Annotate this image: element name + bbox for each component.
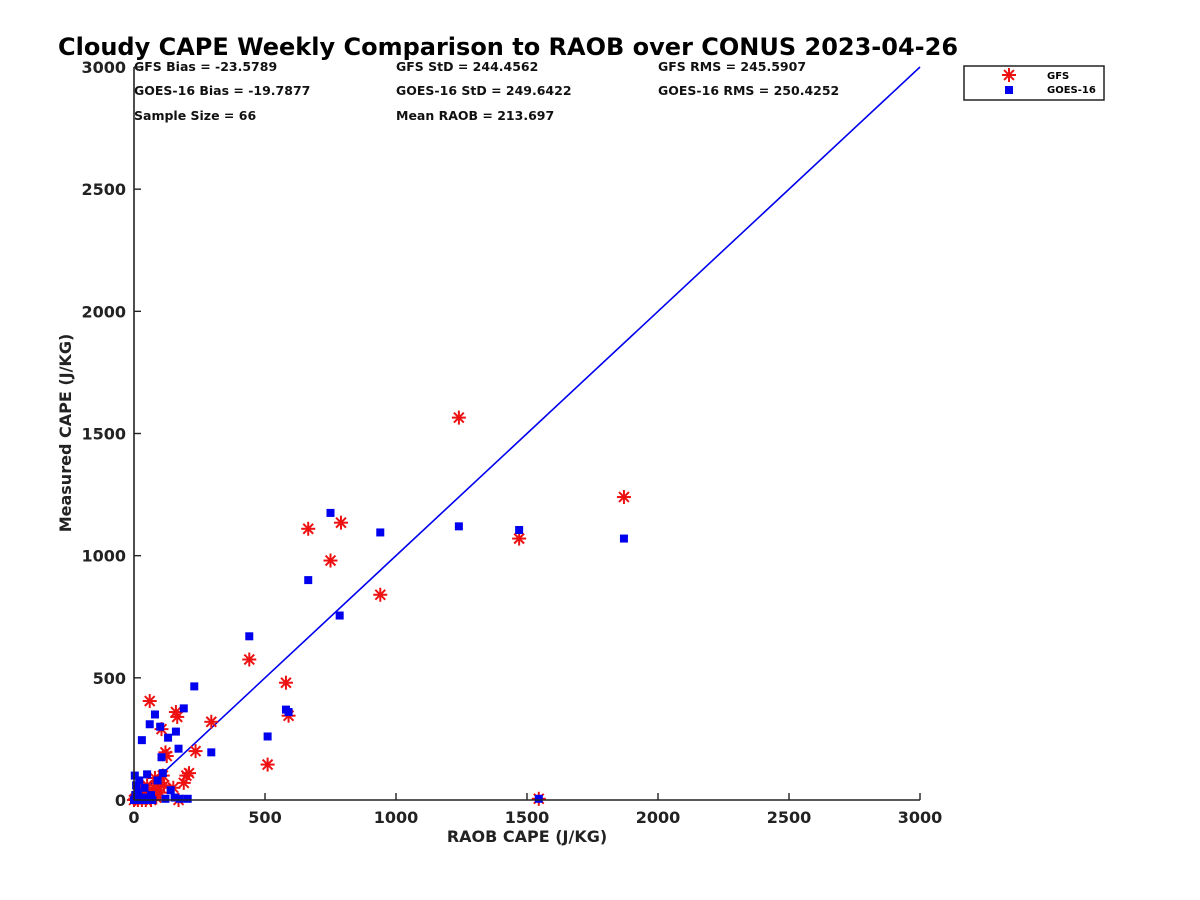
data-points-layer (127, 410, 631, 807)
y-ticks: 0 500 1000 1500 2000 2500 3000 (81, 58, 141, 810)
data-point-goes-16 (183, 794, 192, 803)
y-tick-label: 500 (93, 669, 126, 688)
data-point-goes-16 (619, 534, 628, 543)
y-tick-label: 3000 (81, 58, 126, 77)
x-tick-label: 0 (128, 808, 139, 827)
data-point-goes-16 (153, 776, 162, 785)
y-tick-label: 1000 (81, 547, 126, 566)
y-tick-label: 2000 (81, 302, 126, 321)
chart-title: Cloudy CAPE Weekly Comparison to RAOB ov… (58, 33, 958, 61)
data-point-goes-16 (190, 682, 199, 691)
data-point-goes-16 (304, 576, 313, 585)
x-ticks: 0 500 1000 1500 2000 2500 3000 (128, 793, 942, 827)
legend-box (963, 65, 1105, 101)
data-point-gfs (278, 675, 293, 690)
y-tick-label: 2500 (81, 180, 126, 199)
data-point-goes-16 (161, 794, 170, 803)
x-tick-label: 500 (248, 808, 281, 827)
y-axis-label: Measured CAPE (J/KG) (56, 334, 75, 533)
data-point-gfs (188, 744, 203, 759)
reference-line-layer (133, 66, 921, 801)
legend-label-goes-16: GOES-16 (1047, 85, 1096, 96)
x-tick-label: 2500 (767, 808, 812, 827)
stat-text: GFS StD = 244.4562 (396, 59, 538, 74)
legend-marker-gfs (1002, 68, 1016, 82)
data-point-gfs (182, 766, 197, 781)
one-to-one-line (133, 66, 921, 801)
data-point-goes-16 (133, 788, 142, 797)
data-point-goes-16 (147, 791, 156, 800)
x-tick-label: 1000 (374, 808, 419, 827)
data-point-goes-16 (170, 793, 179, 802)
data-point-gfs (333, 515, 348, 530)
stat-text: Sample Size = 66 (134, 108, 256, 123)
x-tick-label: 3000 (898, 808, 943, 827)
data-point-gfs (242, 652, 257, 667)
data-point-goes-16 (156, 722, 165, 731)
data-point-goes-16 (157, 753, 166, 762)
data-point-gfs (260, 757, 275, 772)
data-point-gfs (204, 714, 219, 729)
data-point-goes-16 (166, 786, 175, 795)
x-tick-label: 1500 (505, 808, 550, 827)
data-point-gfs (142, 694, 157, 709)
data-point-goes-16 (132, 781, 141, 790)
data-point-goes-16 (143, 770, 152, 779)
stat-text: Mean RAOB = 213.697 (396, 108, 554, 123)
data-point-goes-16 (376, 528, 385, 537)
stat-text: GOES-16 Bias = -19.7877 (134, 83, 310, 98)
data-point-goes-16 (150, 710, 159, 719)
data-point-gfs (616, 490, 631, 505)
stat-text: GFS RMS = 245.5907 (658, 59, 806, 74)
data-point-goes-16 (454, 522, 463, 531)
data-point-goes-16 (174, 744, 183, 753)
data-point-goes-16 (245, 632, 254, 641)
data-point-gfs (170, 709, 185, 724)
legend-label-gfs: GFS (1047, 71, 1069, 82)
data-point-goes-16 (175, 794, 184, 803)
data-point-goes-16 (145, 720, 154, 729)
data-point-gfs (373, 587, 388, 602)
data-point-gfs (301, 521, 316, 536)
legend-marker-goes-16 (1005, 86, 1013, 94)
statistics-block: GFS Bias = -23.5789 GFS StD = 244.4562 GFS… (134, 59, 839, 123)
data-point-goes-16 (534, 794, 543, 803)
stat-text: GOES-16 StD = 249.6422 (396, 83, 572, 98)
legend-square-icon (1005, 86, 1013, 94)
data-point-goes-16 (158, 769, 167, 778)
data-point-gfs (451, 410, 466, 425)
data-point-goes-16 (137, 736, 146, 745)
legend-asterisk-icon (1002, 68, 1016, 82)
data-point-goes-16 (335, 611, 344, 620)
data-point-goes-16 (164, 733, 173, 742)
data-point-goes-16 (515, 526, 524, 535)
data-point-goes-16 (284, 708, 293, 717)
data-point-goes-16 (207, 748, 216, 757)
x-tick-label: 2000 (636, 808, 681, 827)
data-point-goes-16 (263, 732, 272, 741)
legend: GFS GOES-16 (963, 65, 1105, 101)
data-point-goes-16 (140, 783, 149, 792)
data-point-goes-16 (171, 727, 180, 736)
data-point-goes-16 (179, 704, 188, 713)
stat-text: GOES-16 RMS = 250.4252 (658, 83, 839, 98)
data-point-goes-16 (139, 793, 148, 802)
stat-text: GFS Bias = -23.5789 (134, 59, 277, 74)
data-point-gfs (323, 553, 338, 568)
data-point-goes-16 (326, 508, 335, 517)
y-tick-label: 1500 (81, 425, 126, 444)
data-point-goes-16 (135, 776, 144, 785)
x-axis-label: RAOB CAPE (J/KG) (447, 827, 607, 846)
y-tick-label: 0 (115, 791, 126, 810)
